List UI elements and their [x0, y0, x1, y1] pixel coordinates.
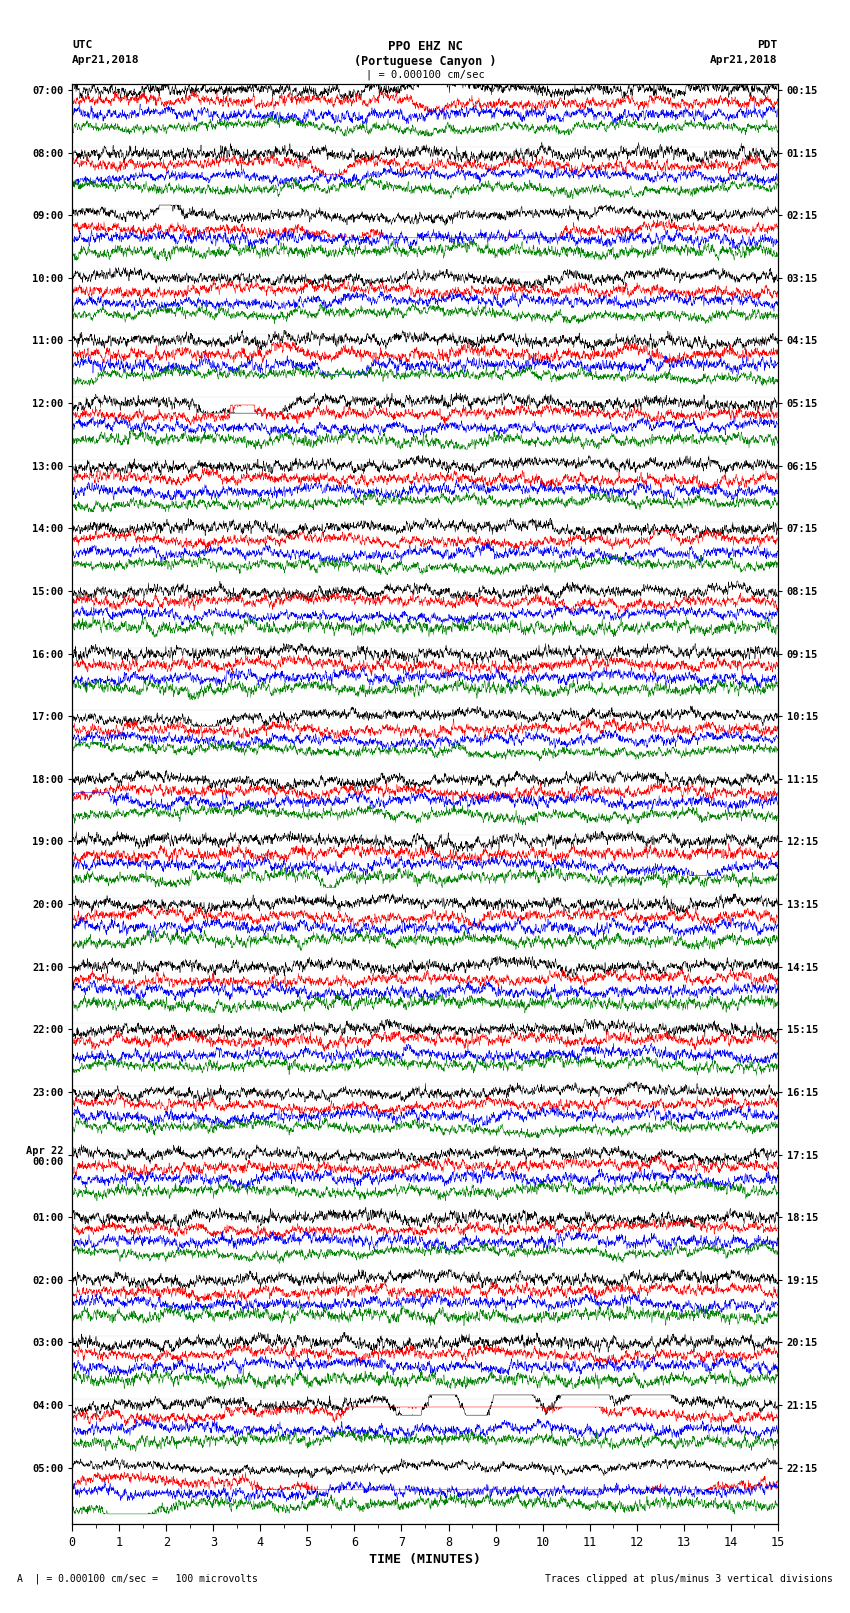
- Text: UTC: UTC: [72, 40, 93, 50]
- Text: Traces clipped at plus/minus 3 vertical divisions: Traces clipped at plus/minus 3 vertical …: [545, 1574, 833, 1584]
- Text: (Portuguese Canyon ): (Portuguese Canyon ): [354, 55, 496, 68]
- Text: PDT: PDT: [757, 40, 778, 50]
- Text: PPO EHZ NC: PPO EHZ NC: [388, 40, 462, 53]
- Text: | = 0.000100 cm/sec: | = 0.000100 cm/sec: [366, 69, 484, 81]
- X-axis label: TIME (MINUTES): TIME (MINUTES): [369, 1553, 481, 1566]
- Text: Apr21,2018: Apr21,2018: [711, 55, 778, 65]
- Text: Apr21,2018: Apr21,2018: [72, 55, 139, 65]
- Text: A  | = 0.000100 cm/sec =   100 microvolts: A | = 0.000100 cm/sec = 100 microvolts: [17, 1573, 258, 1584]
